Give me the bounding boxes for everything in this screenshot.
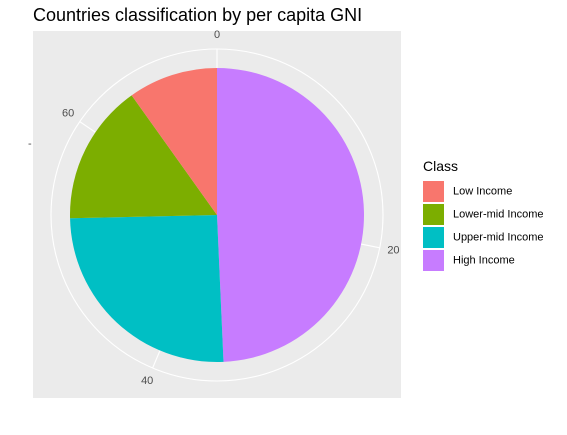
legend-label: High Income — [453, 254, 515, 266]
pie-slices — [70, 68, 364, 362]
theta-tick-label: 20 — [387, 245, 399, 257]
y-axis-tick: - — [28, 138, 32, 150]
theta-tick-label: 0 — [214, 29, 220, 41]
pie-slice-upper-mid-income — [70, 215, 224, 362]
legend-label: Upper-mid Income — [453, 231, 543, 243]
legend-entries: Low Income Lower-mid Income Upper-mid Inco… — [423, 181, 543, 271]
pie-slice-low-income — [131, 68, 217, 215]
pie-slice-high-income — [217, 68, 364, 362]
legend-key — [423, 250, 444, 271]
legend-label: Lower-mid Income — [453, 208, 543, 220]
legend-key — [423, 227, 444, 248]
legend-label: Low Income — [453, 185, 512, 197]
theta-tick-label: 40 — [141, 375, 153, 387]
legend-title: Class — [423, 158, 458, 174]
legend-key — [423, 181, 444, 202]
theta-ticks: 0 20 40 60 — [62, 29, 400, 387]
legend-key — [423, 204, 444, 225]
pie-slice-lower-mid-income — [70, 95, 217, 219]
legend: Class Low Income Lower-mid Income Upper-mi… — [423, 158, 543, 271]
chart-title: Countries classification by per capita G… — [33, 5, 362, 25]
theta-tick-label: 60 — [62, 108, 74, 120]
